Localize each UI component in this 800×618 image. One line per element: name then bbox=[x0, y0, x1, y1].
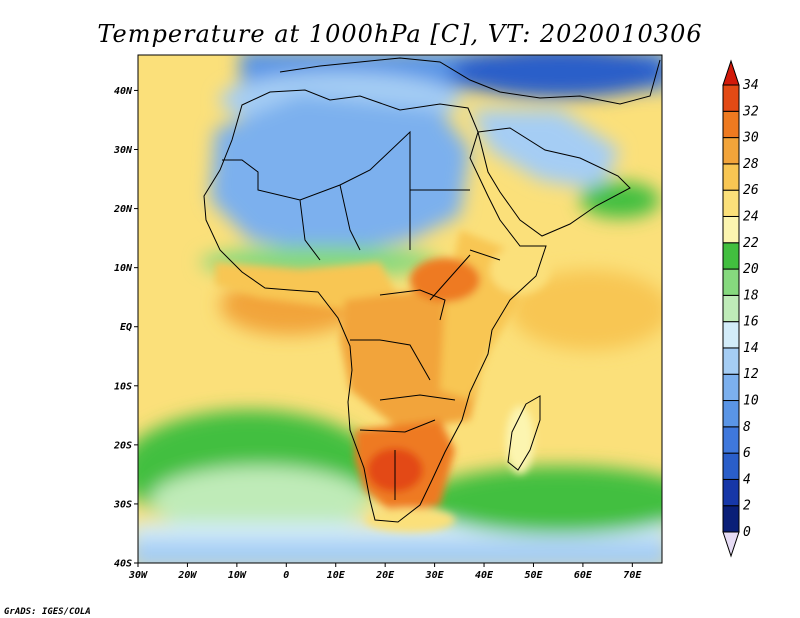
x-tick-label: 20W bbox=[177, 570, 197, 581]
chart-title: Temperature at 1000hPa [C], VT: 20200103… bbox=[97, 20, 702, 48]
field-southern-ocean-coast bbox=[138, 540, 662, 563]
y-tick-label: 30S bbox=[113, 499, 132, 510]
colorbar-segment bbox=[722, 137, 740, 165]
colorbar-min-arrow bbox=[722, 531, 740, 558]
colorbar-label: 24 bbox=[743, 209, 759, 224]
y-tick-label: 20S bbox=[113, 440, 132, 451]
colorbar-label: 20 bbox=[743, 262, 759, 277]
colorbar-segment bbox=[722, 163, 740, 191]
colorbar-segment bbox=[722, 215, 740, 244]
colorbar-segment bbox=[722, 505, 740, 533]
inner-borders bbox=[222, 130, 501, 500]
field-gulf-oman bbox=[580, 182, 660, 218]
field-south-sudan-hot bbox=[410, 258, 480, 302]
footer-credit: GrADS: IGES/COLA bbox=[4, 607, 91, 617]
colorbar-label: 32 bbox=[742, 104, 759, 119]
temperature-field bbox=[138, 55, 662, 563]
colorbar-segment bbox=[722, 268, 740, 296]
y-tick-label: 10S bbox=[114, 381, 132, 392]
x-tick-label: 70E bbox=[623, 570, 642, 581]
colorbar-segment bbox=[722, 84, 740, 112]
colorbar-label: 18 bbox=[743, 288, 759, 303]
colorbar-label: 8 bbox=[743, 420, 751, 435]
field-horn-of-africa bbox=[490, 246, 550, 294]
colorbar-max-arrow bbox=[722, 59, 740, 86]
arabia-outline bbox=[477, 127, 631, 237]
africa-coastline bbox=[203, 89, 547, 523]
x-tick-label: 10W bbox=[228, 570, 247, 581]
colorbar-label: 22 bbox=[743, 236, 759, 251]
x-tick-label: 10E bbox=[327, 570, 346, 581]
colorbar-label: 10 bbox=[743, 394, 759, 409]
x-tick-label: 20E bbox=[375, 570, 395, 581]
europe-coastline bbox=[279, 57, 661, 105]
y-axis: 40N 30N 20N 10N EQ 10S 20S 30S 40S bbox=[113, 86, 138, 570]
y-tick-label: 40S bbox=[114, 559, 132, 570]
field-west-africa-tropics bbox=[215, 262, 400, 310]
colorbar-label: 6 bbox=[743, 446, 751, 461]
field-south-africa-coast bbox=[365, 508, 455, 532]
colorbar-label: 12 bbox=[743, 367, 759, 382]
map-frame bbox=[137, 54, 663, 564]
field-south-atlantic-cool bbox=[150, 466, 370, 534]
colorbar-segment bbox=[722, 347, 740, 375]
colorbar-segment bbox=[722, 426, 740, 454]
x-tick-label: 50E bbox=[524, 570, 543, 581]
colorbar-segment bbox=[722, 189, 740, 217]
field-indian-ocean-tropical bbox=[510, 270, 662, 350]
y-tick-label: 20N bbox=[113, 204, 133, 215]
field-indian-ocean-south bbox=[420, 466, 662, 534]
x-tick-label: 60E bbox=[574, 570, 593, 581]
colorbar-label: 14 bbox=[743, 341, 759, 356]
y-tick-label: EQ bbox=[120, 322, 132, 333]
colorbar-segment bbox=[722, 452, 740, 480]
madagascar-outline bbox=[507, 395, 541, 471]
colorbar-segment bbox=[722, 321, 740, 349]
colorbar-segment bbox=[722, 242, 740, 270]
x-tick-label: 30W bbox=[128, 570, 148, 581]
colorbar-label: 4 bbox=[743, 472, 751, 487]
colorbar-label: 28 bbox=[743, 157, 759, 172]
colorbar-label: 16 bbox=[743, 315, 759, 330]
y-tick-label: 40N bbox=[114, 86, 133, 97]
colorbar-label: 34 bbox=[742, 78, 759, 93]
field-sahara bbox=[210, 95, 470, 255]
colorbar-segment bbox=[722, 373, 740, 402]
colorbar-label: 2 bbox=[743, 499, 751, 514]
colorbar-label: 26 bbox=[743, 183, 759, 198]
colorbar-label: 30 bbox=[742, 131, 759, 146]
y-tick-label: 10N bbox=[114, 263, 133, 274]
country-borders bbox=[203, 57, 661, 523]
x-axis: 30W 20W 10W 0 10E 20E 30E 40E 50E 60E 70E bbox=[128, 563, 642, 581]
x-tick-label: 30E bbox=[425, 570, 445, 581]
colorbar-segment bbox=[722, 400, 740, 428]
x-tick-label: 0 bbox=[283, 570, 289, 581]
field-europe-turkey bbox=[450, 55, 662, 98]
colorbar-segment bbox=[722, 110, 740, 139]
x-tick-label: 40E bbox=[475, 570, 494, 581]
colorbar-label: 0 bbox=[743, 525, 751, 540]
colorbar-segment bbox=[722, 478, 740, 507]
colorbar-segment bbox=[722, 294, 740, 323]
field-madagascar bbox=[506, 406, 534, 474]
y-tick-label: 30N bbox=[113, 145, 133, 156]
